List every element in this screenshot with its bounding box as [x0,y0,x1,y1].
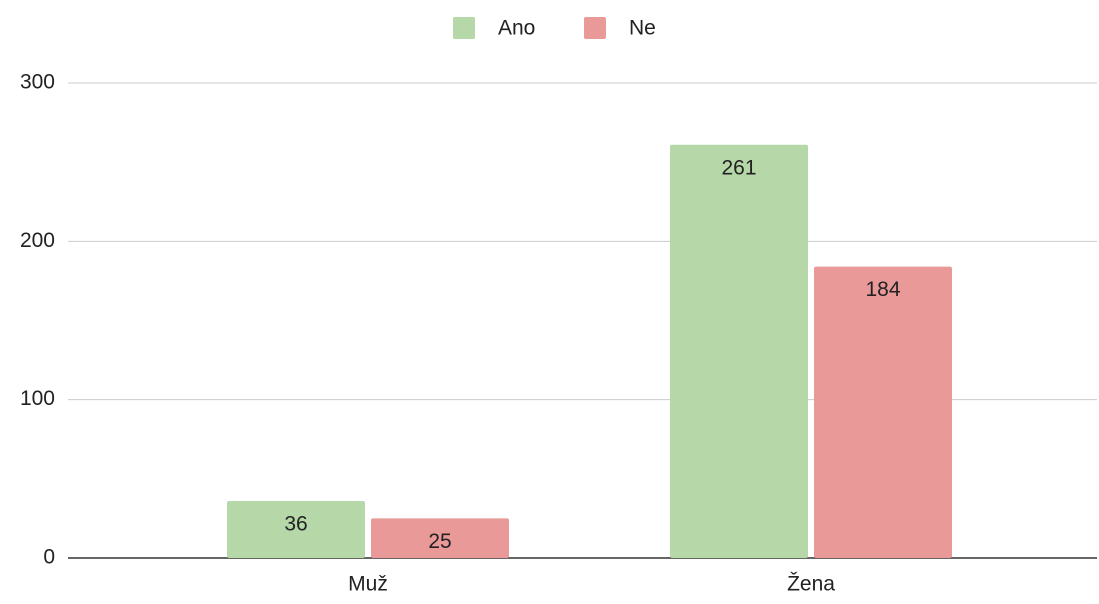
y-tick-label: 300 [20,71,55,94]
legend-label: Ne [629,17,656,40]
bar [227,501,365,558]
data-label: 36 [284,513,307,536]
legend-swatch [453,17,475,39]
bar [670,144,808,558]
legend-label: Ano [498,17,535,40]
bar [371,518,509,558]
bar [814,266,952,558]
x-tick-label: Žena [787,573,835,596]
data-label: 25 [428,530,451,553]
data-label: 184 [865,278,900,301]
y-tick-label: 100 [20,387,55,410]
data-label: 261 [721,156,756,179]
y-tick-label: 0 [43,546,55,569]
x-tick-label: Muž [348,573,388,596]
legend-swatch [584,17,606,39]
y-tick-label: 200 [20,229,55,252]
